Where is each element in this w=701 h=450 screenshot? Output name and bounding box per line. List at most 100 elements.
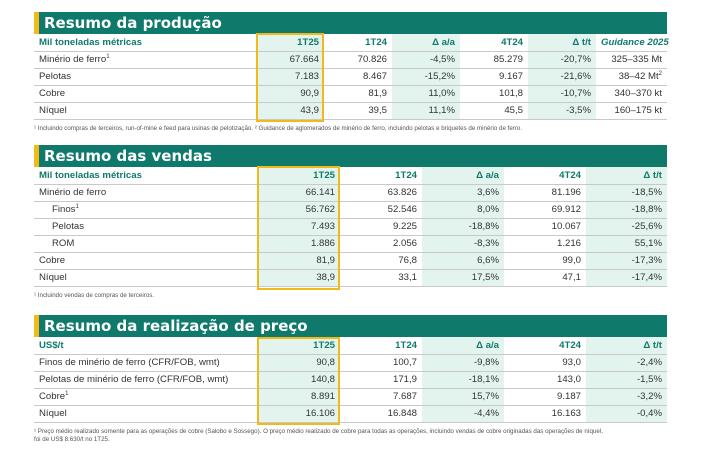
cell-guidance: 340–370 kt	[596, 85, 667, 103]
production-title: Resumo da produção	[34, 12, 667, 34]
row-label: Finos1	[34, 201, 258, 219]
table-header-row: US$/t 1T25 1T24 Δ a/a 4T24 Δ t/t	[34, 337, 667, 355]
col-header-4t24: 4T24	[504, 337, 586, 355]
col-header-1t24: 1T24	[340, 167, 422, 185]
cell-guidance: 325–335 Mt	[596, 51, 667, 69]
cell-delta-aa: 8,0%	[422, 201, 504, 219]
sales-footnote: ¹ Incluindo vendas de compras de terceir…	[34, 292, 155, 299]
table-header-row: Mil toneladas métricas 1T25 1T24 Δ a/a 4…	[34, 34, 669, 52]
table-row: Minério de ferro 66.141 63.826 3,6% 81.1…	[34, 184, 667, 202]
cell-4t24: 45,5	[460, 102, 528, 120]
cell-1t24: 70.826	[324, 51, 392, 69]
cell-delta-tt: -2,4%	[586, 354, 667, 372]
col-header-delta-aa: Δ a/a	[422, 167, 504, 185]
cell-4t24: 10.067	[504, 218, 586, 236]
cell-delta-aa: 11,1%	[392, 102, 460, 120]
table-row: Pelotas de minério de ferro (CFR/FOB, wm…	[34, 371, 667, 389]
cell-4t24: 143,0	[504, 371, 586, 389]
col-header-1t25: 1T25	[256, 34, 324, 52]
sales-table: Mil toneladas métricas 1T25 1T24 Δ a/a 4…	[34, 167, 667, 287]
cell-1t24: 171,9	[340, 371, 422, 389]
table-row: Minério de ferro1 67.664 70.826 -4,5% 85…	[34, 51, 667, 69]
cell-1t25: 38,9	[258, 269, 340, 287]
cell-1t24: 33,1	[340, 269, 422, 287]
cell-delta-tt: -0,4%	[586, 405, 667, 423]
row-label: Pelotas	[34, 68, 256, 86]
cell-1t25: 140,8	[258, 371, 340, 389]
cell-delta-aa: -15,2%	[392, 68, 460, 86]
col-header-4t24: 4T24	[460, 34, 528, 52]
row-label: Finos de minério de ferro (CFR/FOB, wmt)	[34, 354, 258, 372]
cell-delta-aa: -18,8%	[422, 218, 504, 236]
col-header-1t25: 1T25	[258, 167, 340, 185]
cell-delta-tt: 55,1%	[586, 235, 667, 253]
cell-1t24: 81,9	[324, 85, 392, 103]
cell-4t24: 99,0	[504, 252, 586, 270]
cell-delta-aa: -4,4%	[422, 405, 504, 423]
price-title: Resumo da realização de preço	[34, 315, 667, 337]
cell-1t25: 43,9	[256, 102, 324, 120]
price-footnote-line-2: foi de US$ 8.630/t no 1T25.	[34, 436, 110, 443]
cell-1t25: 16.106	[258, 405, 340, 423]
table-row: Finos de minério de ferro (CFR/FOB, wmt)…	[34, 354, 667, 372]
cell-delta-aa: -18,1%	[422, 371, 504, 389]
row-label: Cobre	[34, 252, 258, 270]
cell-1t24: 7.687	[340, 388, 422, 406]
cell-delta-tt: -3,2%	[586, 388, 667, 406]
cell-4t24: 9.167	[460, 68, 528, 86]
col-header-unit: Mil toneladas métricas	[34, 167, 258, 185]
col-header-4t24: 4T24	[504, 167, 586, 185]
cell-delta-tt: -21,6%	[528, 68, 596, 86]
row-label: Pelotas de minério de ferro (CFR/FOB, wm…	[34, 371, 258, 389]
row-label: Níquel	[34, 269, 258, 287]
cell-delta-aa: 17,5%	[422, 269, 504, 287]
col-header-delta-tt: Δ t/t	[586, 337, 667, 355]
col-header-unit: US$/t	[34, 337, 258, 355]
cell-1t25: 90,9	[256, 85, 324, 103]
cell-4t24: 1.216	[504, 235, 586, 253]
cell-4t24: 9.187	[504, 388, 586, 406]
cell-delta-tt: -20,7%	[528, 51, 596, 69]
table-row: Níquel 16.106 16.848 -4,4% 16.163 -0,4%	[34, 405, 667, 423]
cell-1t24: 63.826	[340, 184, 422, 202]
table-row: Níquel 43,9 39,5 11,1% 45,5 -3,5% 160–17…	[34, 102, 667, 120]
row-label: Níquel	[34, 405, 258, 423]
cell-1t25: 56.762	[258, 201, 340, 219]
cell-guidance: 38–42 Mt2	[596, 68, 667, 86]
row-label: Minério de ferro1	[34, 51, 256, 69]
cell-1t24: 39,5	[324, 102, 392, 120]
cell-delta-tt: -17,3%	[586, 252, 667, 270]
production-table: Mil toneladas métricas 1T25 1T24 Δ a/a 4…	[34, 34, 669, 120]
cell-4t24: 47,1	[504, 269, 586, 287]
col-header-1t24: 1T24	[340, 337, 422, 355]
production-footnote: ¹ Incluindo compras de terceiros, run-of…	[34, 125, 523, 132]
cell-1t24: 2.056	[340, 235, 422, 253]
cell-1t24: 8.467	[324, 68, 392, 86]
row-label: Cobre	[34, 85, 256, 103]
cell-delta-aa: -8,3%	[422, 235, 504, 253]
sales-section: Resumo das vendas Mil toneladas métricas…	[34, 145, 667, 287]
col-header-1t24: 1T24	[324, 34, 392, 52]
row-label: Cobre1	[34, 388, 258, 406]
cell-1t25: 7.183	[256, 68, 324, 86]
cell-delta-aa: 6,6%	[422, 252, 504, 270]
title-accent-bar	[34, 12, 39, 34]
cell-delta-aa: -4,5%	[392, 51, 460, 69]
cell-1t24: 100,7	[340, 354, 422, 372]
cell-1t25: 66.141	[258, 184, 340, 202]
cell-1t24: 16.848	[340, 405, 422, 423]
cell-delta-tt: -1,5%	[586, 371, 667, 389]
cell-1t25: 67.664	[256, 51, 324, 69]
cell-delta-aa: 15,7%	[422, 388, 504, 406]
cell-guidance: 160–175 kt	[596, 102, 667, 120]
cell-1t25: 90,8	[258, 354, 340, 372]
cell-1t25: 7.493	[258, 218, 340, 236]
cell-delta-tt: -3,5%	[528, 102, 596, 120]
price-footnote-line-1: ¹ Preço médio realizado somente para as …	[34, 428, 603, 435]
cell-delta-tt: -17,4%	[586, 269, 667, 287]
table-row: Pelotas 7.493 9.225 -18,8% 10.067 -25,6%	[34, 218, 667, 236]
col-header-guidance: Guidance 2025	[596, 34, 669, 52]
title-accent-bar	[34, 315, 39, 337]
cell-delta-tt: -18,8%	[586, 201, 667, 219]
cell-1t24: 76,8	[340, 252, 422, 270]
